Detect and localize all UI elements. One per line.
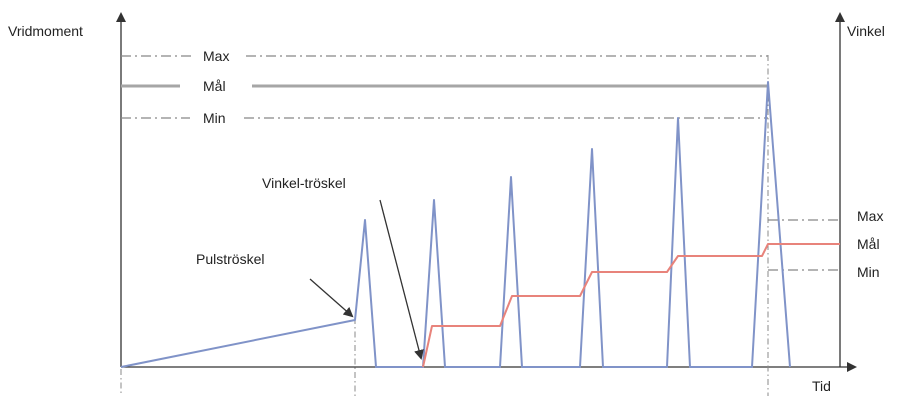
torque-max-label: Max [203,48,229,64]
torque-target-label: Mål [203,78,226,94]
y-right-label: Vinkel [847,23,885,39]
angle-threshold-label: Vinkel-tröskel [262,175,346,191]
y-left-label: Vridmoment [8,23,83,39]
angle-target-label: Mål [857,236,880,252]
pulse-threshold-label: Pulströskel [196,251,264,267]
angle-threshold-arrow [379,199,424,360]
x-axis-label: Tid [812,378,831,394]
pulse-threshold-arrow [309,278,354,318]
torque-min-label: Min [203,110,226,126]
torque-trace [120,81,791,368]
angle-trace [422,243,840,368]
angle-max-label: Max [857,208,883,224]
angle-min-label: Min [857,264,880,280]
